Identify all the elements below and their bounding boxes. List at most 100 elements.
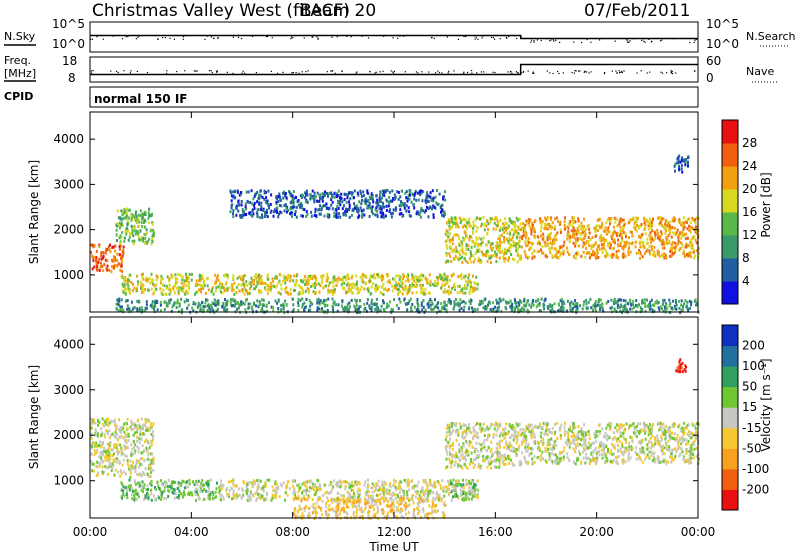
heatmap-cell xyxy=(210,490,212,494)
heatmap-cell xyxy=(223,286,226,290)
heatmap-cell xyxy=(250,189,253,193)
nsearch-point xyxy=(112,35,114,37)
heatmap-cell xyxy=(435,311,438,315)
heatmap-cell xyxy=(110,419,113,423)
heatmap-cell xyxy=(674,307,677,310)
heatmap-cell xyxy=(313,196,316,200)
heatmap-cell xyxy=(411,277,414,281)
heatmap-cell xyxy=(163,284,166,287)
heatmap-cell xyxy=(196,290,199,294)
heatmap-cell xyxy=(641,255,644,259)
heatmap-cell xyxy=(262,303,265,307)
heatmap-cell xyxy=(350,286,353,290)
heatmap-cell xyxy=(152,234,155,238)
heatmap-cell xyxy=(423,480,426,484)
nsearch-point xyxy=(138,35,141,37)
heatmap-cell xyxy=(255,273,257,277)
heatmap-cell xyxy=(95,474,98,478)
heatmap-cell xyxy=(141,276,144,279)
heatmap-cell xyxy=(280,304,283,307)
heatmap-cell xyxy=(265,208,268,212)
heatmap-cell xyxy=(418,213,421,217)
heatmap-cell xyxy=(257,290,260,294)
heatmap-cell xyxy=(146,278,149,282)
heatmap-cell xyxy=(354,308,357,312)
heatmap-cell xyxy=(128,291,131,295)
heatmap-cell xyxy=(513,230,516,234)
heatmap-cell xyxy=(283,311,286,315)
heatmap-cell xyxy=(499,246,501,249)
heatmap-cell xyxy=(541,251,543,255)
heatmap-cell xyxy=(369,276,371,280)
heatmap-cell xyxy=(123,470,126,474)
heatmap-cell xyxy=(624,299,627,303)
nave-point xyxy=(441,72,443,74)
heatmap-cell xyxy=(516,253,519,257)
heatmap-cell xyxy=(327,284,330,288)
heatmap-cell xyxy=(369,292,372,296)
heatmap-cell xyxy=(697,217,700,221)
heatmap-cell xyxy=(617,249,620,253)
nave-point xyxy=(557,70,559,73)
heatmap-cell xyxy=(455,302,458,306)
heatmap-cell xyxy=(625,243,628,247)
heatmap-cell xyxy=(609,219,612,223)
heatmap-cell xyxy=(395,281,398,284)
heatmap-cell xyxy=(229,191,232,195)
heatmap-cell xyxy=(659,221,662,225)
heatmap-cell xyxy=(135,289,138,293)
heatmap-cell xyxy=(136,439,139,443)
heatmap-cell xyxy=(152,278,155,282)
heatmap-cell xyxy=(686,236,689,240)
heatmap-cell xyxy=(235,213,238,217)
heatmap-cell xyxy=(151,237,154,241)
heatmap-cell xyxy=(335,283,338,287)
heatmap-cell xyxy=(575,308,578,312)
heatmap-cell xyxy=(468,291,471,295)
heatmap-cell xyxy=(265,210,268,214)
heatmap-cell xyxy=(395,287,398,291)
heatmap-cell xyxy=(688,228,690,232)
heatmap-cell xyxy=(472,231,475,235)
heatmap-cell xyxy=(461,242,464,246)
heatmap-cell xyxy=(309,277,312,281)
heatmap-cell xyxy=(345,207,347,211)
heatmap-cell xyxy=(445,252,448,255)
heatmap-cell xyxy=(346,196,349,200)
heatmap-cell xyxy=(155,283,158,287)
heatmap-cell xyxy=(90,251,92,254)
heatmap-cell xyxy=(90,422,93,426)
heatmap-cell xyxy=(260,275,263,278)
nsearch-point xyxy=(477,38,479,40)
heatmap-cell xyxy=(561,302,564,306)
heatmap-cell xyxy=(588,227,591,231)
heatmap-cell xyxy=(181,278,184,282)
heatmap-cell xyxy=(536,242,539,245)
heatmap-cell xyxy=(624,241,627,245)
heatmap-cell xyxy=(232,190,235,194)
heatmap-cell xyxy=(453,303,456,307)
power-y-axis-label: Slant Range [km] xyxy=(27,160,41,264)
nsearch-point xyxy=(169,37,171,39)
heatmap-cell xyxy=(139,425,142,429)
heatmap-cell xyxy=(531,242,534,245)
heatmap-cell xyxy=(379,193,381,197)
heatmap-cell xyxy=(390,212,392,216)
heatmap-cell xyxy=(534,219,537,223)
heatmap-cell xyxy=(256,200,259,204)
heatmap-cell xyxy=(670,254,673,258)
heatmap-cell xyxy=(105,417,108,421)
heatmap-cell xyxy=(223,306,226,310)
heatmap-cell xyxy=(223,289,226,293)
heatmap-cell xyxy=(106,264,109,268)
heatmap-cell xyxy=(406,308,409,312)
heatmap-cell xyxy=(140,290,143,294)
heatmap-cell xyxy=(381,193,384,197)
heatmap-cell xyxy=(108,465,111,469)
heatmap-cell xyxy=(195,279,198,283)
nave-point xyxy=(90,70,93,72)
heatmap-cell xyxy=(236,301,239,304)
heatmap-cell xyxy=(448,218,451,221)
heatmap-cell xyxy=(306,200,309,204)
